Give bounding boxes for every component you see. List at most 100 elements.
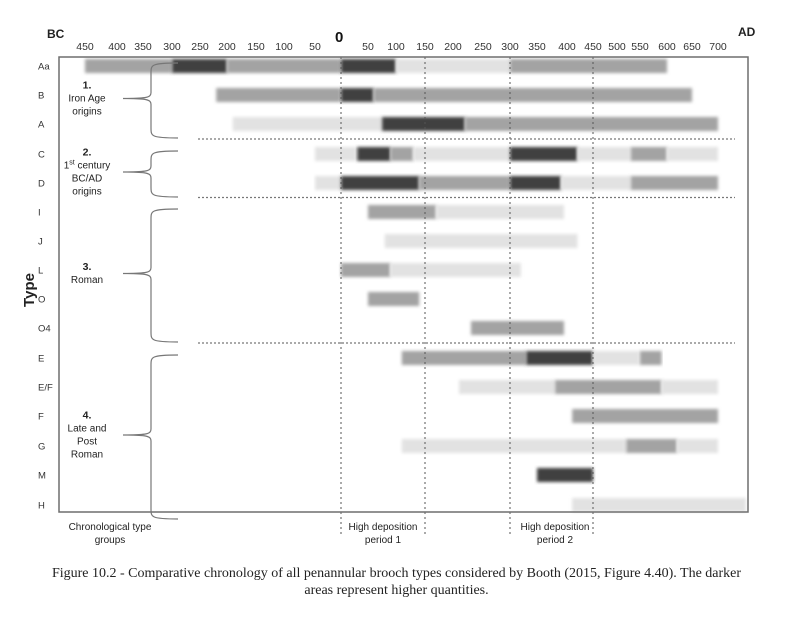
group-label: 1st century bbox=[64, 160, 111, 172]
curly-brace-icon bbox=[122, 62, 179, 139]
group-label: Iron Age bbox=[68, 94, 106, 105]
row-label: E bbox=[38, 354, 44, 365]
footer-label: period 1 bbox=[365, 535, 402, 546]
bar-segment-light bbox=[593, 351, 640, 365]
group-label: origins bbox=[72, 187, 101, 198]
group-number: 1. bbox=[83, 80, 92, 92]
bar-segment-medium bbox=[368, 205, 437, 219]
bar-segment-medium bbox=[465, 117, 718, 131]
group-label: Late and bbox=[68, 424, 107, 435]
x-tick-label: 250 bbox=[474, 41, 492, 53]
bar-segment-medium bbox=[227, 59, 341, 73]
type-group: 2.1st century BC/AD origins bbox=[64, 147, 179, 198]
bar-segment-light bbox=[390, 263, 521, 277]
bar-segment-medium bbox=[510, 59, 667, 73]
x-tick-label: 350 bbox=[528, 41, 546, 53]
x-tick-label: 650 bbox=[683, 41, 701, 53]
y-axis-label: Type bbox=[21, 273, 38, 307]
bar-segment-dark bbox=[172, 59, 227, 73]
footer-label: Chronological type bbox=[69, 522, 152, 533]
row-label: G bbox=[38, 442, 45, 453]
bar-segment-dark bbox=[510, 176, 561, 190]
curly-brace-icon bbox=[122, 354, 179, 520]
x-tick-label: 100 bbox=[275, 41, 293, 53]
curly-brace-icon bbox=[122, 150, 179, 198]
x-tick-label: 150 bbox=[247, 41, 265, 53]
group-label: Roman bbox=[71, 450, 103, 461]
row-j bbox=[384, 234, 578, 248]
x-tick-label: 400 bbox=[108, 41, 126, 53]
row-label: F bbox=[38, 412, 44, 423]
bar-segment-dark bbox=[382, 117, 465, 131]
bar-segment-medium bbox=[572, 409, 718, 423]
row-g bbox=[401, 439, 718, 453]
x-tick-label: 450 bbox=[76, 41, 94, 53]
row-d bbox=[315, 176, 718, 190]
group-label: Post bbox=[77, 437, 97, 448]
x-tick-label: 500 bbox=[608, 41, 626, 53]
group-number: 2. bbox=[83, 147, 92, 159]
row-label: H bbox=[38, 501, 45, 512]
type-group: 1. Iron Age origins bbox=[68, 62, 179, 139]
x-tick-label: 450 bbox=[584, 41, 602, 53]
row-o4 bbox=[471, 321, 564, 335]
x-tick-label: 150 bbox=[416, 41, 434, 53]
group-label: origins bbox=[72, 107, 101, 118]
row-o bbox=[368, 292, 420, 306]
bar-segment-light bbox=[436, 205, 564, 219]
group-label: Roman bbox=[71, 275, 103, 286]
row-b bbox=[216, 88, 692, 102]
x-axis-ticks: 450 400 350 300 250 200 150 100 50 50 100 150 200 250… bbox=[76, 41, 727, 53]
x-tick-label: 700 bbox=[709, 41, 727, 53]
x-tick-label: 300 bbox=[163, 41, 181, 53]
row-label: D bbox=[38, 179, 45, 190]
bar-segment-light bbox=[459, 380, 555, 394]
bar-segment-dark bbox=[357, 147, 391, 161]
row-label: O bbox=[38, 295, 45, 306]
row-i bbox=[368, 205, 564, 219]
era-label-zero: 0 bbox=[335, 29, 343, 46]
x-tick-label: 350 bbox=[134, 41, 152, 53]
bar-segment-light bbox=[413, 147, 510, 161]
bar-segment-medium bbox=[630, 147, 667, 161]
figure-caption: Figure 10.2 - Comparative chronology of … bbox=[40, 565, 753, 599]
x-tick-label: 250 bbox=[191, 41, 209, 53]
bar-segment-dark bbox=[341, 88, 374, 102]
footer-label: High deposition bbox=[521, 522, 590, 533]
chronology-chart: BC AD 0 450 400 350 300 250 200 150 100 50 50 100 1… bbox=[21, 25, 756, 546]
type-group: 4. Late and Post Roman bbox=[68, 354, 179, 520]
group-label: BC/AD bbox=[72, 174, 103, 185]
bar-segment-light bbox=[384, 234, 578, 248]
bar-segment-light bbox=[315, 176, 341, 190]
row-l bbox=[341, 263, 521, 277]
x-tick-label: 200 bbox=[444, 41, 462, 53]
caption-line-2: areas represent higher quantities. bbox=[304, 583, 489, 598]
row-label: Aa bbox=[38, 62, 50, 73]
row-e-f bbox=[459, 380, 718, 394]
bar-segment-light bbox=[232, 117, 382, 131]
row-label: A bbox=[38, 120, 45, 131]
bar-segment-light bbox=[577, 147, 631, 161]
row-label: L bbox=[38, 266, 43, 277]
era-label-ad: AD bbox=[738, 25, 756, 39]
row-h bbox=[572, 498, 746, 512]
group-number: 3. bbox=[83, 261, 92, 273]
bar-segment-light bbox=[677, 439, 718, 453]
x-tick-label: 550 bbox=[631, 41, 649, 53]
row-e bbox=[401, 351, 662, 365]
bar-segment-dark bbox=[341, 59, 396, 73]
x-tick-label: 400 bbox=[558, 41, 576, 53]
group-labels: 1. Iron Age origins 2.1st century BC/AD origi… bbox=[64, 62, 179, 520]
x-tick-label: 200 bbox=[218, 41, 236, 53]
row-c bbox=[315, 147, 718, 161]
row-label: J bbox=[38, 237, 43, 248]
bar-segment-medium bbox=[471, 321, 564, 335]
bar-segment-light bbox=[661, 380, 718, 394]
bar-segment-light bbox=[667, 147, 718, 161]
group-separators bbox=[198, 138, 735, 344]
bar-segment-light bbox=[315, 147, 358, 161]
row-f bbox=[572, 409, 718, 423]
bar-segment-medium bbox=[373, 88, 692, 102]
row-label: I bbox=[38, 208, 41, 219]
bar-segment-medium bbox=[630, 176, 718, 190]
